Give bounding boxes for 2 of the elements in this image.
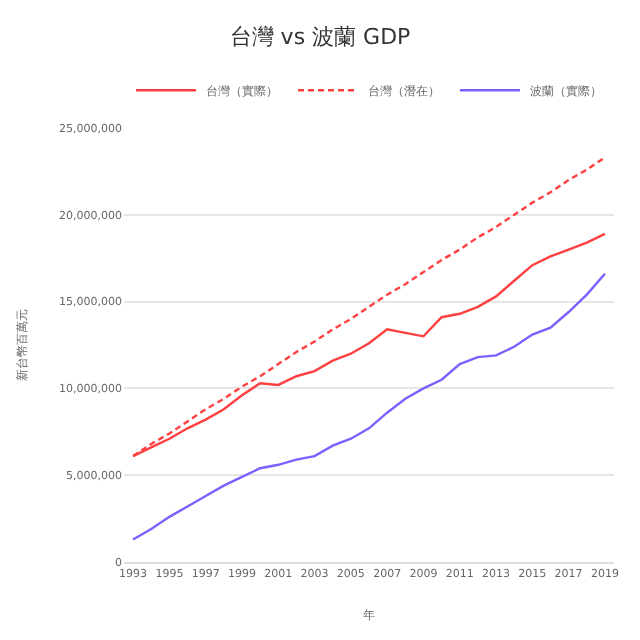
chart-title: 台灣 vs 波蘭 GDP	[229, 24, 412, 51]
line-series	[131, 272, 607, 541]
